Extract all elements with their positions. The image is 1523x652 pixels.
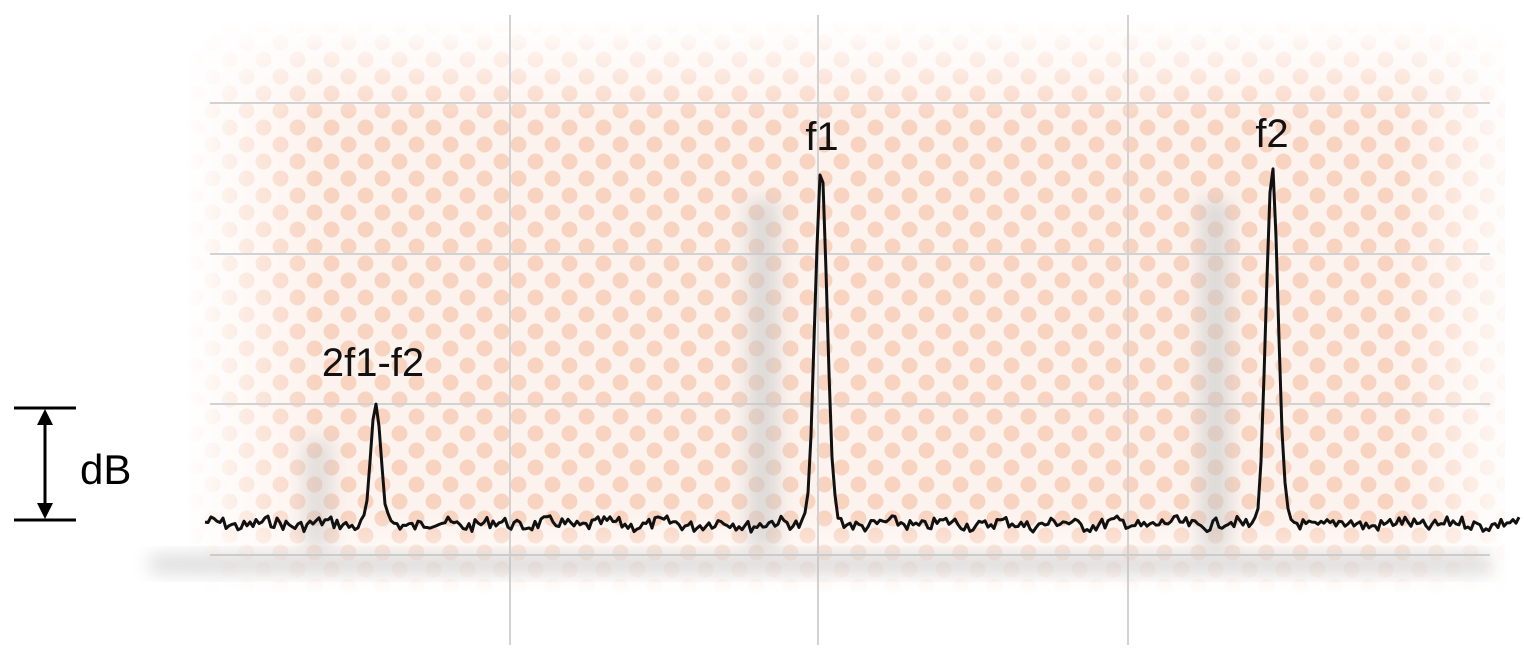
trace-shadow bbox=[150, 200, 1490, 573]
spectrum-trace bbox=[204, 167, 1521, 534]
peak-label-f1: f1 bbox=[805, 115, 838, 159]
db-scale-indicator: dB bbox=[14, 406, 131, 522]
db-scale-up-arrowhead bbox=[37, 409, 53, 425]
db-label: dB bbox=[80, 446, 131, 493]
peak-label-f2: f2 bbox=[1255, 112, 1288, 156]
db-scale-down-arrowhead bbox=[37, 503, 53, 519]
plot-background bbox=[185, 20, 1505, 595]
peak-label-2f1-f2: 2f1-f2 bbox=[322, 341, 424, 385]
